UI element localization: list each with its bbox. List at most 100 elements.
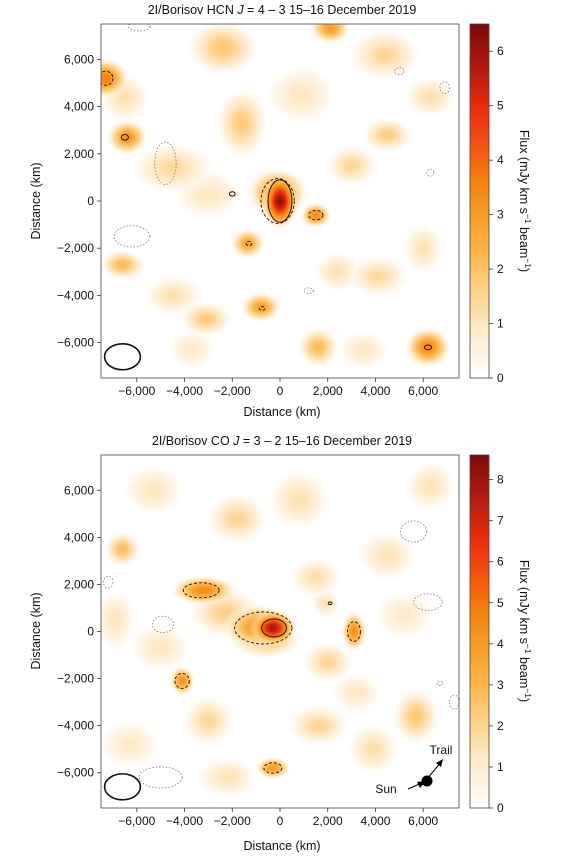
co-dashed-contour — [234, 611, 293, 645]
co-cbar-label-suffix: ) — [517, 698, 531, 702]
hcn-x-tick-label: −6,000 — [118, 384, 155, 398]
co-x-tick-label: −4,000 — [166, 814, 203, 828]
trail-label: Trail — [430, 743, 453, 757]
hcn-x-tick-label: −4,000 — [166, 384, 203, 398]
co-flux-blob — [346, 723, 400, 776]
co-flux-blob — [122, 464, 186, 517]
co-flux-blob — [249, 609, 297, 647]
co-y-tick-label: 4,000 — [64, 530, 94, 544]
co-plot — [100, 454, 460, 809]
hcn-flux-blob — [106, 119, 149, 156]
co-title: 2I/Borisov CO J = 3 – 2 15–16 December 2… — [152, 434, 412, 448]
co-flux-blob — [289, 556, 343, 599]
sun-label: Sun — [375, 782, 396, 796]
hcn-negative-contour — [394, 67, 405, 76]
hcn-solid-contour — [267, 179, 293, 223]
hcn-negative-contour — [128, 24, 151, 32]
co-y-tick-label: 6,000 — [64, 483, 94, 497]
hcn-y-tick-label: −4,000 — [57, 288, 94, 302]
hcn-flux-blob — [404, 326, 452, 369]
co-colorbar-tick-label: 6 — [497, 555, 504, 569]
hcn-beam-ellipse — [103, 342, 142, 371]
hcn-dashed-contour — [308, 209, 324, 221]
hcn-flux-blob — [297, 326, 340, 369]
hcn-cbar-label-exp2: −1 — [523, 258, 533, 268]
hcn-flux-blob — [101, 57, 130, 100]
co-colorbar-tick-label: 3 — [497, 678, 504, 692]
hcn-dashed-contour — [258, 306, 266, 311]
hcn-flux-blob — [239, 291, 282, 323]
co-dashed-contour — [174, 672, 190, 689]
co-y-tick-label: 0 — [87, 625, 94, 639]
co-panel: 2I/Borisov CO J = 3 – 2 15–16 December 2… — [29, 434, 533, 853]
co-flux-blob — [205, 492, 269, 545]
hcn-flux-blob — [229, 227, 267, 260]
co-x-label: Distance (km) — [243, 839, 320, 853]
hcn-flux-blob — [348, 28, 422, 81]
hcn-negative-contour — [154, 141, 177, 185]
co-y-tick-label: −4,000 — [57, 719, 94, 733]
hcn-solid-contour — [228, 191, 236, 197]
co-flux-blob — [267, 468, 331, 531]
hcn-x-tick-label: 4,000 — [360, 384, 390, 398]
co-negative-contour — [138, 766, 183, 789]
hcn-flux-blob — [179, 300, 233, 338]
co-dashed-contour — [347, 621, 361, 642]
hcn-colorbar: 0 1 2 3 4 5 6 — [469, 23, 504, 385]
co-flux-blob — [101, 718, 162, 771]
hcn-negative-contour — [303, 287, 314, 294]
co-x-tick-label: 6,000 — [408, 814, 438, 828]
co-negative-contour — [102, 575, 114, 589]
co-x-tick-label: −2,000 — [214, 814, 251, 828]
hcn-y-tick-label: −2,000 — [57, 241, 94, 255]
hcn-cbar-label-mid: beam — [517, 224, 531, 259]
hcn-x-tick-label: 6,000 — [408, 384, 438, 398]
co-colorbar-tick-label: 7 — [497, 514, 504, 528]
hcn-cbar-label-prefix: Flux (mJy km s — [517, 130, 531, 214]
co-dashed-contour — [263, 762, 283, 774]
hcn-flux-blob — [402, 222, 445, 275]
hcn-y-label: Distance (km) — [29, 162, 43, 239]
co-flux-blob — [372, 589, 436, 641]
co-cbar-label-exp1: −1 — [523, 644, 533, 654]
co-cbar-label-prefix: Flux (mJy km s — [517, 560, 531, 644]
co-colorbar-tick-label: 0 — [497, 801, 504, 815]
hcn-flux-blob — [337, 328, 390, 371]
co-flux-blob — [330, 671, 383, 714]
hcn-flux-blob — [300, 202, 332, 229]
hcn-y-tick-label: −6,000 — [57, 336, 94, 350]
co-y-tick-label: 2,000 — [64, 577, 94, 591]
hcn-flux-blob — [185, 24, 260, 77]
hcn-flux-blob — [325, 144, 378, 187]
co-y-tick-label: −2,000 — [57, 672, 94, 686]
co-contours — [102, 520, 459, 789]
hcn-colorbar-tick-label: 5 — [497, 99, 504, 113]
co-dashed-contour — [182, 582, 220, 599]
co-flux-blob — [254, 756, 292, 780]
co-colorbar: 0 1 2 3 4 5 6 7 8 — [469, 454, 504, 815]
hcn-plot — [100, 23, 460, 379]
hcn-x-tick-label: −2,000 — [214, 384, 251, 398]
co-x-tick-label: 0 — [277, 814, 284, 828]
co-x-tick-label: 2,000 — [313, 814, 343, 828]
hcn-colorbar-tick-label: 1 — [497, 317, 504, 331]
hcn-colorbar-tick-label: 3 — [497, 208, 504, 222]
co-colorbar-label: Flux (mJy km s−1 beam−1) — [517, 560, 533, 702]
hcn-flux-blob — [215, 86, 269, 160]
co-x-tick-label: 4,000 — [360, 814, 390, 828]
co-y-axis: 6,000 4,000 2,000 0 −2,000 −4,000 −6,000 — [57, 483, 101, 780]
hcn-negative-contour — [426, 168, 435, 177]
co-flux-blob — [195, 756, 259, 799]
co-colorbar-gradient — [469, 454, 490, 809]
co-negative-contour — [436, 680, 444, 687]
co-negative-contour — [413, 593, 443, 611]
co-colorbar-tick-label: 5 — [497, 596, 504, 610]
co-x-tick-label: −6,000 — [118, 814, 155, 828]
co-flux-blob — [404, 459, 457, 512]
co-cbar-label-exp2: −1 — [523, 688, 533, 698]
co-negative-contour — [151, 615, 175, 634]
co-colorbar-tick-label: 1 — [497, 760, 504, 774]
co-flux-blob — [169, 665, 196, 697]
co-y-tick-label: −6,000 — [57, 766, 94, 780]
